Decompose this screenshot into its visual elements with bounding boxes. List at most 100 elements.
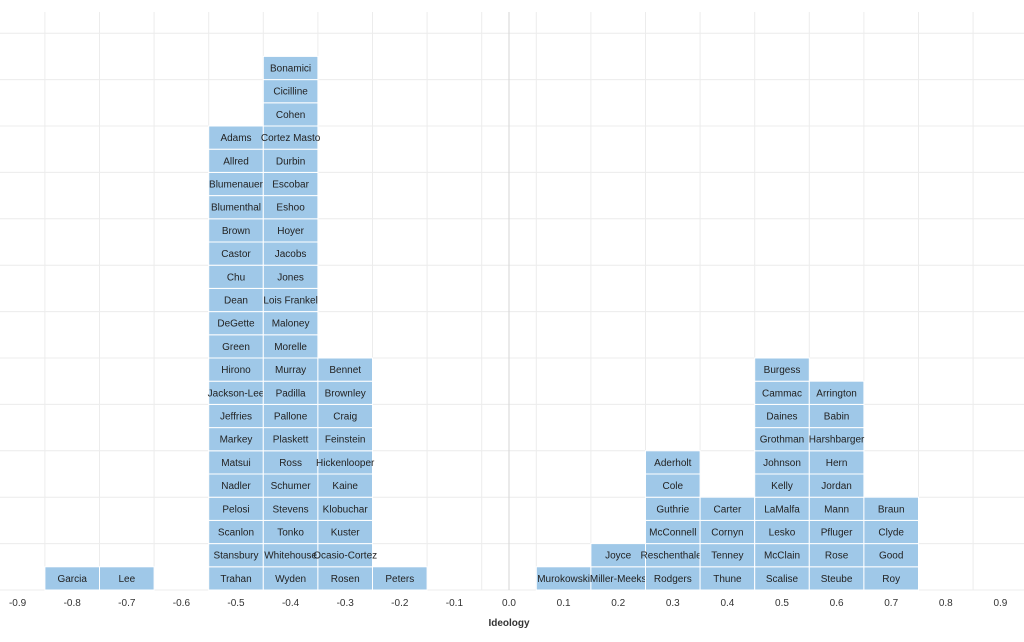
name-cell: Tenney [699, 543, 756, 568]
cell-label: Tonko [277, 528, 304, 539]
name-cell: LaMalfa [754, 496, 810, 521]
name-cell: Chu [208, 264, 264, 289]
x-tick-label: 0.9 [993, 598, 1007, 609]
x-axis-title: Ideology [488, 618, 530, 629]
cell-label: Lois Frankel [263, 296, 317, 307]
cell-label: Whitehouse [264, 551, 317, 562]
cell-block [645, 450, 701, 475]
name-cell: Jones [262, 264, 319, 289]
name-cells: Garcia Lee Trahan Stansbury Scanlon Pelosi Nad… [44, 55, 920, 591]
cell-label: Blumenthal [211, 203, 261, 214]
x-tick-label: 0.0 [502, 598, 516, 609]
name-cell: Babin [808, 403, 865, 429]
cell-label: Murokowski [537, 574, 590, 585]
x-tick-label: 0.8 [939, 598, 953, 609]
x-tick-label: 0.4 [720, 598, 734, 609]
x-tick-label: -0.8 [64, 598, 82, 609]
cell-label: Kelly [771, 481, 793, 492]
name-cell: Garcia [44, 566, 100, 591]
x-tick-label: -0.7 [118, 598, 136, 609]
cell-label: Nadler [221, 481, 251, 492]
x-tick-label: 0.5 [775, 598, 789, 609]
cell-label: Hirono [221, 365, 251, 376]
cell-label: Steube [821, 574, 853, 585]
name-cell: Arrington [808, 380, 865, 405]
cell-label: Good [879, 551, 903, 562]
name-cell: Wyden [262, 566, 319, 591]
cell-label: McClain [764, 551, 800, 562]
cell-label: Trahan [220, 574, 251, 585]
cell-label: Cortez Masto [261, 133, 321, 144]
cell-label: Cornyn [711, 528, 743, 539]
cell-block [317, 357, 373, 382]
cell-label: Cole [663, 481, 684, 492]
cell-label: Escobar [272, 180, 309, 191]
name-cell: Cole [645, 473, 701, 498]
name-cell: Stevens [262, 496, 319, 521]
name-cell: Burgess [754, 357, 810, 382]
name-cell: Pelosi [208, 496, 264, 521]
cell-label: Mann [824, 504, 849, 515]
name-cell: Carter [699, 496, 756, 521]
cell-label: Burgess [764, 365, 801, 376]
name-cell: Lesko [754, 519, 810, 545]
name-cell: Cicilline [262, 79, 319, 104]
cell-label: Lesko [769, 528, 796, 539]
name-cell: Schumer [262, 473, 319, 498]
cell-label: Dean [224, 296, 248, 307]
x-tick-label: 0.7 [884, 598, 898, 609]
cell-label: McConnell [649, 528, 696, 539]
cell-label: Miller-Meeks [590, 574, 647, 585]
name-cell: Craig [317, 403, 373, 429]
cell-block [262, 55, 319, 81]
name-cell: Stansbury [208, 543, 264, 568]
name-cell: Kuster [317, 519, 373, 545]
name-cell: Cohen [262, 102, 319, 127]
cell-label: Hern [826, 458, 848, 469]
cell-label: Hoyer [277, 226, 304, 237]
cell-label: Stansbury [213, 551, 258, 562]
cell-label: Cohen [276, 110, 305, 121]
cell-block [863, 496, 920, 521]
name-cell: Braun [863, 496, 920, 521]
cell-label: Blumenauer [209, 180, 264, 191]
name-cell: Jordan [808, 473, 865, 498]
name-cell: McConnell [645, 519, 701, 545]
name-cell: Thune [699, 566, 756, 591]
cell-label: Bennet [329, 365, 361, 376]
cell-label: Pallone [274, 412, 308, 423]
name-cell: Aderholt [645, 450, 701, 475]
name-cell: Adams [208, 125, 264, 150]
name-cell: Murokowski [535, 566, 592, 591]
cell-label: Morelle [274, 342, 307, 353]
name-cell: Scalise [754, 566, 810, 591]
name-cell: Pallone [262, 403, 319, 429]
name-cell: Guthrie [645, 496, 701, 521]
cell-label: Kuster [331, 528, 361, 539]
name-cell: Allred [208, 148, 264, 173]
name-cell: Bonamici [262, 55, 319, 81]
cell-label: Cicilline [273, 87, 308, 98]
name-cell: Hoyer [262, 218, 319, 243]
name-cell: Joyce [590, 543, 647, 568]
x-tick-label: -0.2 [391, 598, 409, 609]
name-cell: Nadler [208, 473, 264, 498]
x-tick-label: -0.5 [227, 598, 245, 609]
name-cell: Kaine [317, 473, 373, 498]
name-cell: Cornyn [699, 519, 756, 545]
name-cell: Kelly [754, 473, 810, 498]
cell-label: Clyde [878, 528, 904, 539]
cell-label: Scalise [766, 574, 799, 585]
name-cell: Trahan [208, 566, 264, 591]
name-cell: Johnson [754, 450, 810, 475]
name-cell: Jacobs [262, 241, 319, 266]
cell-label: Plaskett [273, 435, 309, 446]
name-cell: Morelle [262, 334, 319, 359]
x-tick-label: -0.6 [173, 598, 191, 609]
cell-label: Tenney [711, 551, 743, 562]
cell-label: Eshoo [276, 203, 305, 214]
cell-label: Aderholt [654, 458, 691, 469]
cell-label: Babin [824, 412, 850, 423]
cell-label: Arrington [816, 388, 857, 399]
cell-label: Jacobs [275, 249, 307, 260]
